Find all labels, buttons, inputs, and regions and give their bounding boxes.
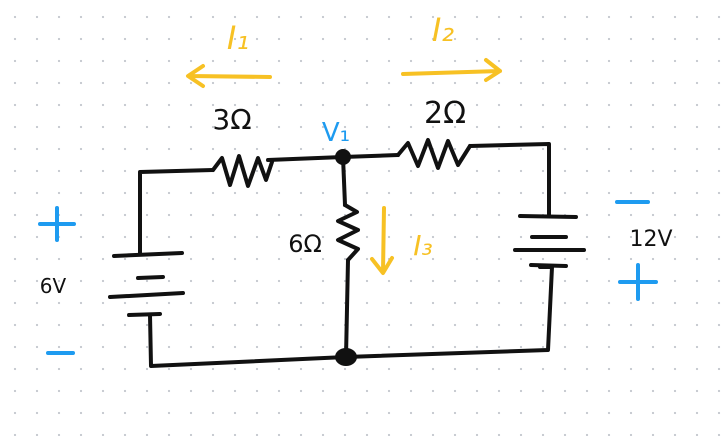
battery-12v xyxy=(513,214,586,269)
wire-mid-upper xyxy=(341,155,347,207)
battery-6v xyxy=(108,251,185,317)
wire-top-right xyxy=(468,142,551,218)
left-minus-sign: − xyxy=(46,351,75,359)
left-plus-sign: + xyxy=(38,206,76,242)
label-2ohm: 2Ω xyxy=(424,96,466,131)
node-bottom-dot xyxy=(335,348,357,366)
arrow-i2 xyxy=(401,58,502,82)
right-minus-sign: − xyxy=(615,200,650,208)
label-6ohm: 6Ω xyxy=(288,230,322,258)
wire-top-left xyxy=(138,168,215,256)
resistor-2ohm xyxy=(396,138,472,170)
resistor-3ohm xyxy=(211,154,274,188)
label-i2: I₂ xyxy=(432,11,454,49)
svg-text:−: − xyxy=(632,206,633,208)
label-i1: I₁ xyxy=(227,19,249,57)
wire-3ohm-to-v1 xyxy=(266,155,345,162)
wire-v1-to-2ohm xyxy=(341,153,400,159)
label-3ohm: 3Ω xyxy=(212,103,251,136)
label-12v: 12V xyxy=(629,227,672,252)
arrow-i1 xyxy=(186,64,272,88)
arrow-i3 xyxy=(370,206,394,275)
resistor-6ohm xyxy=(336,203,360,262)
label-v1: V₁ xyxy=(322,118,350,148)
svg-text:−: − xyxy=(60,357,61,359)
label-6v: 6V xyxy=(40,274,67,298)
wire-mid-lower xyxy=(344,258,350,359)
node-v1-dot xyxy=(335,149,351,165)
label-i3: I₃ xyxy=(413,229,432,262)
wires xyxy=(138,142,554,368)
right-plus-sign: + xyxy=(618,263,658,301)
